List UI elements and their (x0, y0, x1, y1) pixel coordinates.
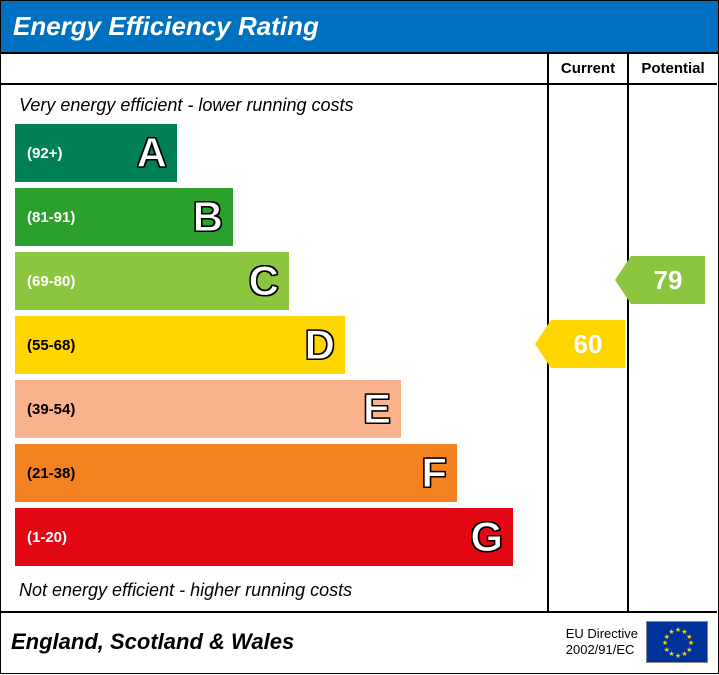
band-bar-g: (1-20) G (15, 508, 513, 566)
band-row-g: (1-20) G (15, 508, 547, 566)
band-range-d: (55-68) (27, 337, 75, 354)
footer-directive: EU Directive 2002/91/EC (566, 626, 638, 657)
band-bar-c: (69-80) C (15, 252, 289, 310)
band-row-b: (81-91) B (15, 188, 547, 246)
footer-region: England, Scotland & Wales (11, 629, 558, 655)
epc-chart: Energy Efficiency Rating Current Potenti… (0, 0, 719, 674)
eu-star: ★ (675, 626, 681, 634)
band-row-e: (39-54) E (15, 380, 547, 438)
directive-line2: 2002/91/EC (566, 642, 638, 658)
caption-inefficient: Not energy efficient - higher running co… (1, 572, 547, 605)
band-bar-a: (92+) A (15, 124, 177, 182)
current-badge-value: 60 (551, 320, 625, 368)
current-badge: 60 (551, 320, 625, 368)
band-row-c: (69-80) C (15, 252, 547, 310)
band-letter-a: A (137, 129, 167, 177)
band-row-d: (55-68) D (15, 316, 547, 374)
eu-star: ★ (675, 652, 681, 660)
band-range-f: (21-38) (27, 465, 75, 482)
band-letter-g: G (470, 513, 503, 561)
band-letter-b: B (193, 193, 223, 241)
band-range-c: (69-80) (27, 273, 75, 290)
bands-cell: Very energy efficient - lower running co… (1, 85, 547, 613)
header-chart (1, 54, 547, 85)
potential-badge-value: 79 (631, 256, 705, 304)
band-row-f: (21-38) F (15, 444, 547, 502)
band-letter-d: D (305, 321, 335, 369)
band-bar-e: (39-54) E (15, 380, 401, 438)
chart-grid: Current Potential Very energy efficient … (1, 52, 718, 613)
caption-efficient: Very energy efficient - lower running co… (1, 91, 547, 124)
band-letter-c: C (249, 257, 279, 305)
header-current: Current (547, 54, 627, 85)
bands-host: (92+) A (81-91) B (69-80) C (55-68) D (39-54) E (2… (1, 124, 547, 566)
band-range-a: (92+) (27, 145, 62, 162)
band-bar-f: (21-38) F (15, 444, 457, 502)
band-bar-b: (81-91) B (15, 188, 233, 246)
directive-line1: EU Directive (566, 626, 638, 642)
eu-flag-icon: ★★★★★★★★★★★★ (646, 621, 708, 663)
band-row-a: (92+) A (15, 124, 547, 182)
potential-badge: 79 (631, 256, 705, 304)
header-potential: Potential (627, 54, 717, 85)
band-letter-f: F (421, 449, 447, 497)
eu-star: ★ (668, 628, 674, 636)
eu-star: ★ (681, 650, 687, 658)
band-range-e: (39-54) (27, 401, 75, 418)
band-letter-e: E (363, 385, 391, 433)
band-bar-d: (55-68) D (15, 316, 345, 374)
footer: England, Scotland & Wales EU Directive 2… (1, 613, 718, 673)
band-range-b: (81-91) (27, 209, 75, 226)
potential-column: 79 (627, 85, 717, 613)
chart-title: Energy Efficiency Rating (1, 1, 718, 52)
current-column: 60 (547, 85, 627, 613)
band-range-g: (1-20) (27, 529, 67, 546)
